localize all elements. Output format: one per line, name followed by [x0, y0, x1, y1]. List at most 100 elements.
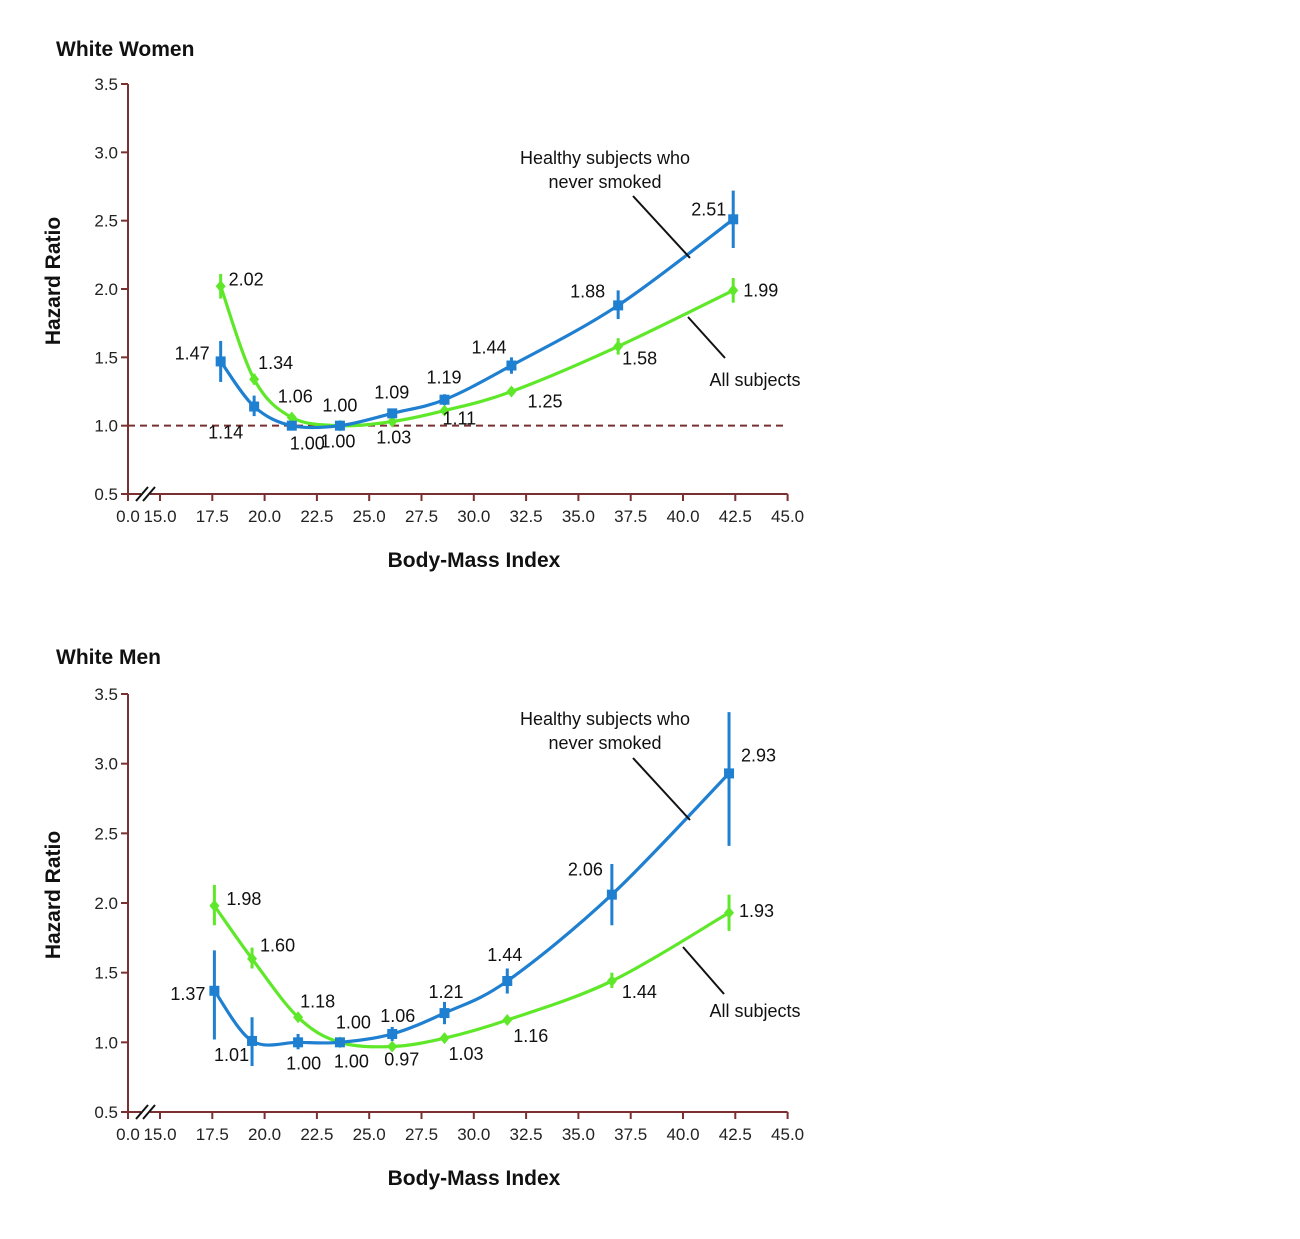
y-tick-label: 3.0: [94, 143, 118, 162]
data-point: [387, 408, 398, 419]
annotation-all: All subjects: [687, 316, 801, 390]
data-label: 1.18: [300, 991, 335, 1011]
series-annotation: All subjects: [709, 370, 800, 390]
y-tick-label: 1.0: [94, 1033, 118, 1052]
data-label: 1.60: [260, 936, 295, 956]
data-point: [286, 420, 297, 431]
y-tick-label: 0.5: [94, 1103, 118, 1122]
series-line: [213, 772, 731, 1047]
data-point: [249, 401, 260, 412]
x-tick-label: 27.5: [405, 507, 438, 526]
series-annotation: never smoked: [548, 172, 661, 192]
data-label: 1.01: [214, 1045, 249, 1065]
y-axis-label: Hazard Ratio: [42, 217, 65, 345]
data-label: 2.06: [568, 860, 603, 880]
x-tick-label: 35.0: [562, 1125, 595, 1144]
leader-line: [632, 195, 691, 259]
data-label: 1.00: [290, 434, 325, 454]
data-point: [387, 1040, 398, 1053]
data-point: [387, 415, 398, 428]
data-label: 1.93: [739, 901, 774, 921]
data-point: [439, 1008, 450, 1019]
chart-panel-white-men: White Men Hazard Ratio Body-Mass Index 0.5 1…: [42, 646, 804, 1190]
series-line: [213, 904, 730, 1049]
data-label: 1.44: [471, 338, 506, 358]
data-label: 1.98: [226, 889, 261, 909]
data-point: [439, 404, 450, 417]
axis-break-mark: [142, 486, 156, 502]
leader-line: [687, 316, 726, 359]
annotation-healthy: Healthy subjects who never smoked: [520, 709, 691, 821]
panel-title: White Women: [56, 38, 194, 61]
x-tick-label: 17.5: [196, 1125, 229, 1144]
data-point: [502, 976, 513, 987]
data-point: [209, 985, 220, 996]
x-tick-label: 22.5: [300, 507, 333, 526]
x-tick-label: 45.0: [771, 1125, 804, 1144]
data-point: [215, 280, 226, 293]
y-tick-label: 3.5: [94, 75, 118, 94]
data-label: 2.51: [691, 199, 726, 219]
data-point: [247, 952, 258, 965]
chart-panel-white-women: White Women Hazard Ratio Body-Mass Index 0.…: [42, 38, 804, 572]
annotation-all: All subjects: [682, 946, 801, 1021]
data-label: 1.44: [622, 982, 657, 1002]
x-tick-label: 15.0: [143, 1125, 176, 1144]
data-point: [286, 411, 297, 424]
data-point: [613, 300, 624, 311]
data-label: 1.19: [427, 368, 462, 388]
data-label: 1.99: [743, 280, 778, 300]
x-tick-label: 0.0: [116, 507, 140, 526]
data-point: [215, 356, 226, 367]
data-label: 1.06: [278, 386, 313, 406]
leader-line: [682, 946, 725, 995]
x-tick-label: 30.0: [457, 1125, 490, 1144]
data-point: [293, 1011, 304, 1024]
panel-title: White Men: [56, 646, 161, 669]
data-point: [249, 373, 260, 386]
data-label: 1.44: [487, 945, 522, 965]
annotation-healthy: Healthy subjects who never smoked: [520, 148, 691, 259]
leader-line: [632, 757, 691, 821]
y-tick-label: 2.0: [94, 280, 118, 299]
axis-break-mark: [135, 486, 149, 502]
data-point: [209, 899, 220, 912]
x-tick-label: 40.0: [666, 1125, 699, 1144]
y-tick-label: 2.0: [94, 894, 118, 913]
x-tick-label: 32.5: [510, 1125, 543, 1144]
data-point: [502, 1014, 513, 1027]
data-label: 1.06: [380, 1006, 415, 1026]
x-tick-label: 20.0: [248, 507, 281, 526]
data-label: 1.00: [286, 1053, 321, 1073]
data-point: [247, 1035, 258, 1046]
data-label: 1.47: [175, 343, 210, 363]
x-tick-label: 27.5: [405, 1125, 438, 1144]
data-point: [334, 420, 345, 431]
y-tick-label: 1.0: [94, 417, 118, 436]
data-label: 1.00: [320, 432, 355, 452]
x-tick-label: 0.0: [116, 1125, 140, 1144]
data-point: [724, 768, 735, 779]
x-tick-label: 25.0: [353, 507, 386, 526]
data-point: [439, 394, 450, 405]
x-tick-label: 42.5: [719, 1125, 752, 1144]
series-annotation: Healthy subjects who: [520, 709, 690, 729]
x-tick-label: 40.0: [666, 507, 699, 526]
x-tick-label: 22.5: [300, 1125, 333, 1144]
x-tick-label: 35.0: [562, 507, 595, 526]
data-label: 1.00: [334, 1051, 369, 1071]
data-point: [613, 340, 624, 353]
data-label: 2.02: [229, 269, 264, 289]
data-label: 1.03: [449, 1044, 484, 1064]
y-tick-label: 1.5: [94, 348, 118, 367]
y-tick-label: 2.5: [94, 212, 118, 231]
data-label: 1.58: [622, 348, 657, 368]
data-label: 1.00: [336, 1012, 371, 1032]
x-tick-label: 15.0: [143, 507, 176, 526]
data-label: 1.88: [570, 281, 605, 301]
data-label: 1.11: [443, 409, 477, 429]
data-label: 1.21: [429, 982, 464, 1002]
series-healthy: 1.471.141.001.001.091.191.441.882.51: [175, 190, 739, 454]
x-tick-label: 37.5: [614, 1125, 647, 1144]
